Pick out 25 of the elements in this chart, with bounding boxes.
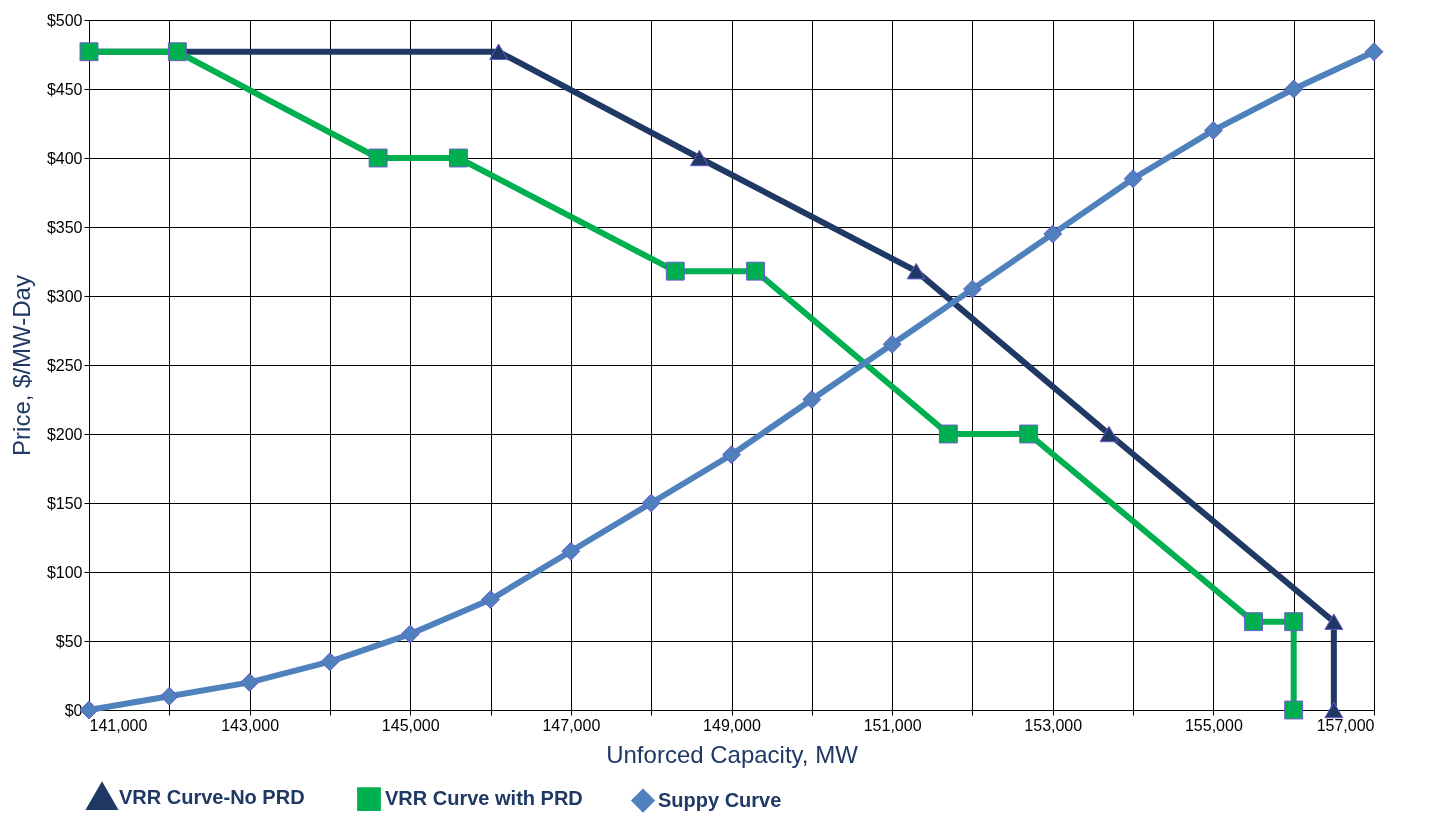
x-tick-label: 143,000 bbox=[221, 716, 280, 734]
y-tick-label: $250 bbox=[46, 356, 83, 374]
x-tick-label: 147,000 bbox=[542, 716, 601, 734]
x-axis-title: Unforced Capacity, MW bbox=[606, 740, 859, 768]
x-tick-label: 151,000 bbox=[863, 716, 922, 734]
y-tick-label: $400 bbox=[46, 149, 83, 167]
y-tick-label: $200 bbox=[46, 425, 83, 443]
y-tick-label: $300 bbox=[46, 287, 83, 305]
y-tick-label: $500 bbox=[46, 11, 83, 29]
y-axis-title: Price, $/MW-Day bbox=[7, 275, 35, 456]
x-tick-label: 153,000 bbox=[1024, 716, 1083, 734]
x-tick-label: 149,000 bbox=[703, 716, 762, 734]
y-tick-label: $450 bbox=[46, 80, 83, 98]
x-tick-label: 145,000 bbox=[381, 716, 440, 734]
y-tick-label: $350 bbox=[46, 218, 83, 236]
x-tick-label: 141,000 bbox=[89, 716, 148, 734]
x-tick-label: 155,000 bbox=[1184, 716, 1243, 734]
y-tick-label: $150 bbox=[46, 494, 83, 512]
legend-label: Suppy Curve bbox=[658, 788, 782, 811]
y-tick-label: $50 bbox=[55, 632, 83, 650]
legend-label: VRR Curve with PRD bbox=[385, 787, 583, 810]
y-tick-label: $0 bbox=[64, 701, 83, 719]
x-tick-label: 157,000 bbox=[1316, 716, 1375, 734]
y-tick-label: $100 bbox=[46, 563, 83, 581]
legend-label: VRR Curve-No PRD bbox=[119, 786, 305, 809]
